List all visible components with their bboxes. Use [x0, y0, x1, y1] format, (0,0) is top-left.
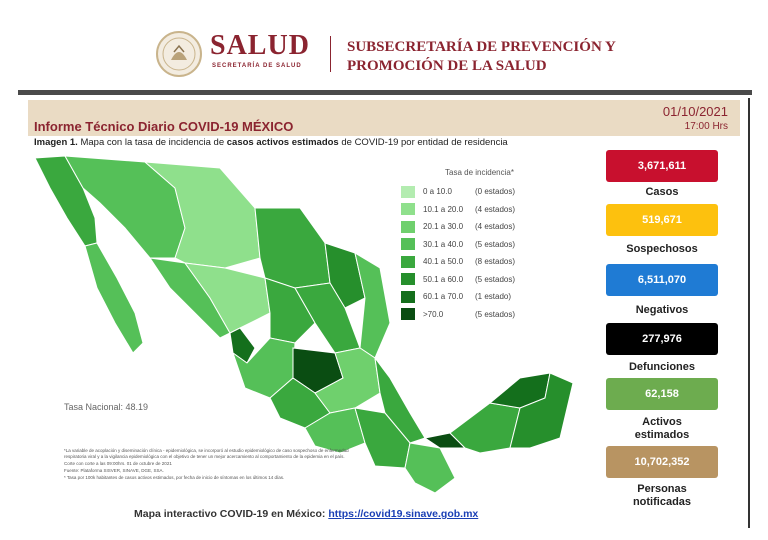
footnotes: *La variable de acoplación y diseminació… — [64, 448, 364, 482]
legend: Tasa de incidencia* 0 a 10.0 (0 estados) 1… — [401, 168, 561, 323]
legend-swatch — [401, 220, 415, 233]
footer-text: Mapa interactivo COVID-19 en México: — [134, 508, 326, 520]
image-label: Imagen 1. — [34, 137, 78, 148]
report-time: 17:00 Hrs — [684, 121, 728, 132]
legend-item: 0 a 10.0 (0 estados) — [401, 183, 561, 201]
legend-range: 40.1 a 50.0 — [423, 257, 464, 267]
caption-bold: casos activos estimados — [226, 137, 339, 148]
map-state-baja-california-sur — [84, 242, 144, 354]
legend-count: (5 estados) — [475, 274, 516, 284]
legend-item: >70.0 (5 estados) — [401, 306, 561, 324]
right-border — [748, 98, 750, 528]
logo-subtitle: SECRETARÍA DE SALUD — [212, 63, 302, 69]
legend-item: 20.1 a 30.0 (4 estados) — [401, 218, 561, 236]
legend-count: (4 estados) — [475, 222, 516, 232]
legend-item: 60.1 a 70.0 (1 estado) — [401, 288, 561, 306]
legend-swatch — [401, 238, 415, 251]
stat-label-sospechosos: Sospechosos — [626, 243, 698, 255]
legend-swatch — [401, 185, 415, 198]
legend-swatch — [401, 203, 415, 216]
map-state-durango — [183, 262, 271, 334]
stat-box-defunciones: 277,976 — [606, 323, 718, 355]
legend-range: 20.1 a 30.0 — [423, 222, 464, 232]
footnote: * Tasa por 100k habitantes de casos acti… — [64, 475, 285, 480]
legend-count: (5 estados) — [475, 239, 516, 249]
legend-swatch — [401, 273, 415, 286]
caption-part-b: de COVID-19 por entidad de residencia — [341, 137, 508, 148]
legend-range: 30.1 a 40.0 — [423, 239, 464, 249]
legend-item: 40.1 a 50.0 (8 estados) — [401, 253, 561, 271]
caption-part-a: Mapa con la tasa de incidencia de — [80, 137, 225, 148]
image-caption: Imagen 1. Mapa con la tasa de incidencia… — [34, 137, 508, 148]
stat-label-negativos: Negativos — [635, 304, 689, 316]
legend-item: 50.1 a 60.0 (5 estados) — [401, 271, 561, 289]
stat-label-activos: Activos estimados — [634, 416, 690, 441]
legend-count: (0 estados) — [475, 187, 516, 197]
subsecretaria-line2: PROMOCIÓN DE LA SALUD — [347, 58, 547, 74]
legend-range: 0 a 10.0 — [423, 187, 452, 197]
legend-range: >70.0 — [423, 309, 444, 319]
stat-label-casos: Casos — [645, 186, 679, 198]
footnote: Corte con corte a las 09:00hrs. 01 de oc… — [64, 461, 172, 466]
legend-range: 50.1 a 60.0 — [423, 274, 464, 284]
legend-item: 10.1 a 20.0 (4 estados) — [401, 201, 561, 219]
stat-box-casos: 3,671,611 — [606, 150, 718, 182]
footnote: *La variable de acoplación y diseminació… — [64, 448, 349, 459]
mexico-incidence-map — [34, 155, 574, 494]
legend-count: (4 estados) — [475, 204, 516, 214]
stat-box-sospechosos: 519,671 — [606, 204, 718, 236]
map-state-coahuila — [254, 207, 331, 289]
stat-label-notificadas: Personas notificadas — [632, 483, 692, 508]
subsecretaria-line1: SUBSECRETARÍA DE PREVENCIÓN Y — [347, 39, 616, 55]
header-rule — [18, 90, 752, 95]
legend-swatch — [401, 255, 415, 268]
title-band — [28, 100, 740, 136]
map-state-nayarit — [229, 327, 256, 364]
legend-item: 30.1 a 40.0 (5 estados) — [401, 236, 561, 254]
map-state-chiapas — [404, 442, 456, 494]
report-date: 01/10/2021 — [662, 104, 728, 119]
map-state-nuevo-leon — [324, 242, 366, 309]
header-divider — [330, 36, 331, 72]
legend-range: 60.1 a 70.0 — [423, 292, 464, 302]
legend-count: (8 estados) — [475, 257, 516, 267]
stat-box-activos: 62,158 — [606, 378, 718, 410]
report-title: Informe Técnico Diario COVID-19 MÉXICO — [34, 119, 294, 134]
legend-range: 10.1 a 20.0 — [423, 204, 464, 214]
map-state-quintana-roo — [509, 372, 574, 449]
logo-salud: SALUD — [210, 30, 310, 61]
legend-title: Tasa de incidencia* — [445, 168, 514, 177]
footer: Mapa interactivo COVID-19 en México: htt… — [134, 508, 478, 520]
legend-swatch — [401, 308, 415, 321]
map-state-tamaulipas — [354, 251, 391, 359]
subsecretaria-title: SUBSECRETARÍA DE PREVENCIÓN Y PROMOCIÓN … — [347, 38, 616, 76]
legend-swatch — [401, 290, 415, 303]
footnote: Fuente: Plataforma SISVER, SINAVE, DGE, … — [64, 468, 164, 473]
legend-count: (5 estados) — [475, 309, 516, 319]
coat-of-arms-logo — [156, 31, 202, 77]
legend-count: (1 estado) — [475, 292, 512, 302]
map-state-veracruz — [374, 357, 426, 444]
covid-map-link[interactable]: https://covid19.sinave.gob.mx — [328, 508, 479, 520]
national-rate: Tasa Nacional: 48.19 — [64, 402, 149, 412]
stat-box-notificadas: 10,702,352 — [606, 446, 718, 478]
stat-box-negativos: 6,511,070 — [606, 264, 718, 296]
header: SALUD SECRETARÍA DE SALUD SUBSECRETARÍA … — [0, 0, 768, 95]
stat-label-defunciones: Defunciones — [628, 361, 695, 373]
